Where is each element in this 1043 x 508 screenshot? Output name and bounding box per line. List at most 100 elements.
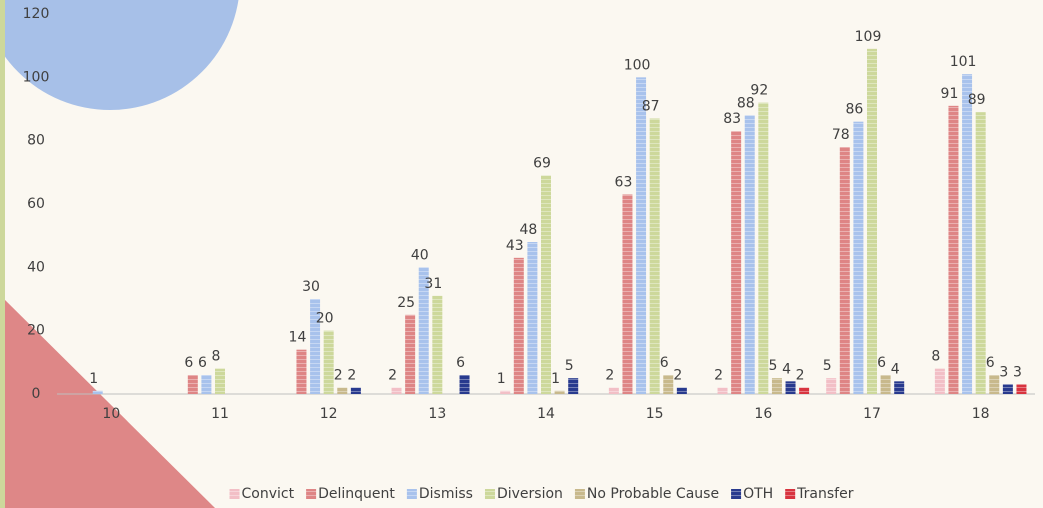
bar <box>432 296 442 394</box>
legend-swatch <box>485 489 495 499</box>
bar <box>460 375 470 394</box>
data-label: 2 <box>796 368 805 384</box>
legend-swatch <box>306 489 316 499</box>
legend-swatch <box>575 489 585 499</box>
legend-label: OTH <box>743 486 773 502</box>
bar <box>894 381 904 394</box>
data-label: 48 <box>519 222 537 238</box>
bar <box>826 378 836 394</box>
bar <box>677 388 687 394</box>
bar <box>853 122 863 394</box>
x-tick-label: 14 <box>537 406 555 422</box>
data-label: 101 <box>950 54 977 70</box>
data-label: 1 <box>497 371 506 387</box>
bar <box>500 391 510 394</box>
x-tick-label: 18 <box>972 406 990 422</box>
bar <box>636 77 646 394</box>
data-label: 1 <box>89 371 98 387</box>
data-label: 83 <box>723 111 741 127</box>
data-label: 109 <box>855 29 882 45</box>
bar <box>948 106 958 394</box>
bar <box>568 378 578 394</box>
y-tick-label: 20 <box>27 323 45 339</box>
bar <box>772 378 782 394</box>
y-tick-label: 0 <box>32 386 41 402</box>
y-tick-label: 120 <box>23 6 50 22</box>
y-tick-label: 60 <box>27 196 45 212</box>
data-label: 5 <box>768 358 777 374</box>
bar <box>650 119 660 395</box>
data-label: 91 <box>941 86 959 102</box>
bar <box>881 375 891 394</box>
legend-label: Transfer <box>796 486 854 502</box>
data-label: 2 <box>334 368 343 384</box>
bar <box>622 195 632 395</box>
data-label: 6 <box>456 355 465 371</box>
data-label: 30 <box>302 279 320 295</box>
bar <box>718 388 728 394</box>
bar <box>188 375 198 394</box>
data-label: 4 <box>891 361 900 377</box>
bar <box>1003 385 1013 395</box>
data-label: 6 <box>877 355 886 371</box>
x-tick-label: 13 <box>428 406 446 422</box>
data-label: 2 <box>673 368 682 384</box>
bar <box>962 74 972 394</box>
data-label: 40 <box>411 247 429 263</box>
legend-label: Convict <box>242 486 295 502</box>
decor-strip <box>0 0 5 508</box>
bar <box>555 391 565 394</box>
y-tick-label: 40 <box>27 259 45 275</box>
bar <box>201 375 211 394</box>
bar <box>392 388 402 394</box>
bar <box>337 388 347 394</box>
data-label: 2 <box>714 368 723 384</box>
bar <box>758 103 768 394</box>
y-tick-label: 80 <box>27 133 45 149</box>
bar <box>541 176 551 395</box>
legend-swatch <box>407 489 417 499</box>
bar <box>745 115 755 394</box>
bar <box>867 49 877 394</box>
data-label: 89 <box>968 92 986 108</box>
x-tick-label: 15 <box>646 406 664 422</box>
bar <box>215 369 225 394</box>
data-label: 25 <box>397 295 415 311</box>
chart: 0204060801001201011166812143020221322540… <box>0 0 1043 508</box>
bar <box>840 147 850 394</box>
bar <box>663 375 673 394</box>
data-label: 63 <box>615 175 633 191</box>
data-label: 69 <box>533 156 551 172</box>
data-label: 86 <box>845 102 863 118</box>
bar <box>351 388 361 394</box>
bar <box>93 391 103 394</box>
data-label: 20 <box>316 311 334 327</box>
data-label: 5 <box>823 358 832 374</box>
data-label: 8 <box>212 349 221 365</box>
bar <box>405 315 415 394</box>
data-label: 1 <box>551 371 560 387</box>
y-tick-label: 100 <box>23 69 50 85</box>
x-tick-label: 17 <box>863 406 881 422</box>
data-label: 43 <box>506 238 524 254</box>
data-label: 100 <box>624 57 651 73</box>
data-label: 6 <box>184 355 193 371</box>
bar <box>296 350 306 394</box>
legend-swatch <box>785 489 795 499</box>
data-label: 4 <box>782 361 791 377</box>
data-label: 2 <box>605 368 614 384</box>
x-tick-label: 16 <box>754 406 772 422</box>
bar <box>527 242 537 394</box>
bar <box>799 388 809 394</box>
bar <box>786 381 796 394</box>
data-label: 2 <box>388 368 397 384</box>
bar <box>731 131 741 394</box>
bar <box>514 258 524 394</box>
data-label: 6 <box>198 355 207 371</box>
data-label: 2 <box>347 368 356 384</box>
data-label: 6 <box>986 355 995 371</box>
data-label: 92 <box>750 83 768 99</box>
data-label: 3 <box>1013 365 1022 381</box>
data-label: 6 <box>660 355 669 371</box>
data-label: 8 <box>931 349 940 365</box>
